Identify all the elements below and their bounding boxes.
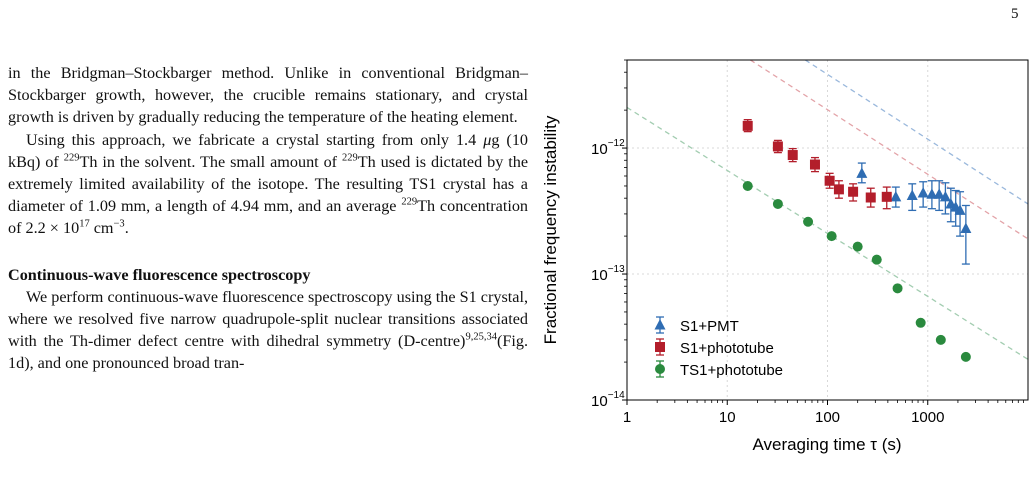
body-text-column: in the Bridgman–Stockbarger method. Unli… bbox=[8, 62, 528, 375]
x-axis-label: Averaging time τ (s) bbox=[752, 435, 901, 454]
y-tick-label: 10−12 bbox=[591, 138, 625, 158]
x-tick-label: 10 bbox=[719, 409, 736, 426]
data-point-s1-phototube bbox=[772, 141, 783, 152]
grid-lines bbox=[627, 60, 1028, 400]
data-point-ts1-phototube bbox=[772, 198, 783, 209]
y-tick-label: 10−13 bbox=[591, 264, 625, 284]
axis-ticks: 1 10 100 1000 10−14 10−13 10−12 bbox=[591, 59, 1024, 426]
reference-line bbox=[750, 60, 1028, 240]
legend-label-s1-pmt: S1+PMT bbox=[680, 318, 739, 335]
data-point-s1-phototube bbox=[833, 184, 844, 195]
data-point-s1-pmt bbox=[960, 222, 972, 233]
data-point-s1-phototube bbox=[787, 150, 798, 161]
data-point-s1-phototube bbox=[742, 120, 753, 131]
legend-label-s1-phototube: S1+phototube bbox=[680, 340, 774, 357]
data-point-s1-phototube bbox=[824, 175, 835, 186]
data-point-s1-pmt bbox=[933, 188, 945, 199]
data-point-s1-pmt bbox=[856, 167, 868, 178]
paragraph-spectroscopy: We perform continuous-wave fluorescence … bbox=[8, 287, 528, 373]
legend-label-ts1-phototube: TS1+phototube bbox=[680, 362, 783, 379]
data-point-ts1-phototube bbox=[871, 254, 882, 265]
data-point-ts1-phototube bbox=[803, 216, 814, 227]
data-point-s1-pmt bbox=[939, 190, 951, 202]
data-point-s1-pmt bbox=[890, 190, 902, 202]
x-tick-label: 1 bbox=[623, 409, 631, 426]
reference-lines bbox=[627, 60, 1028, 360]
section-heading: Continuous-wave fluorescence spectroscop… bbox=[8, 265, 311, 284]
data-point-ts1-phototube bbox=[742, 180, 753, 191]
legend: S1+PMT S1+phototube TS1+phototube bbox=[654, 316, 783, 379]
page-number: 5 bbox=[1011, 6, 1019, 22]
data-point-s1-pmt bbox=[917, 186, 929, 198]
data-point-ts1-phototube bbox=[852, 241, 863, 252]
paragraph-growth-method: in the Bridgman–Stockbarger method. Unli… bbox=[8, 64, 528, 127]
data-point-s1-pmt bbox=[926, 188, 938, 199]
data-point-s1-phototube bbox=[881, 191, 892, 202]
data-marks bbox=[742, 119, 972, 362]
x-tick-label: 100 bbox=[815, 409, 840, 426]
paragraph-crystal-fabrication: Using this approach, we fabricate a crys… bbox=[8, 130, 529, 238]
instability-figure: 1 10 100 1000 10−14 10−13 10−12 S1+PMT S1+photo… bbox=[536, 50, 1029, 497]
y-axis-label: Fractional frequency instability bbox=[541, 115, 560, 344]
legend-marker-ts1-phototube bbox=[655, 364, 665, 374]
x-tick-label: 1000 bbox=[911, 409, 944, 426]
legend-marker-s1-pmt bbox=[654, 319, 666, 330]
data-point-ts1-phototube bbox=[892, 283, 903, 294]
data-point-s1-phototube bbox=[865, 192, 876, 203]
y-tick-label: 10−14 bbox=[591, 390, 625, 410]
data-point-s1-phototube bbox=[809, 159, 820, 170]
data-point-ts1-phototube bbox=[826, 231, 837, 242]
data-point-ts1-phototube bbox=[960, 351, 971, 362]
data-point-s1-pmt bbox=[954, 204, 966, 215]
legend-marker-s1-phototube bbox=[655, 342, 665, 352]
data-point-s1-pmt bbox=[906, 189, 918, 201]
data-point-ts1-phototube bbox=[935, 334, 946, 345]
data-point-s1-phototube bbox=[848, 186, 859, 197]
allan-deviation-chart: 1 10 100 1000 10−14 10−13 10−12 S1+PMT S1+photo… bbox=[541, 59, 1029, 454]
data-point-ts1-phototube bbox=[915, 317, 926, 328]
